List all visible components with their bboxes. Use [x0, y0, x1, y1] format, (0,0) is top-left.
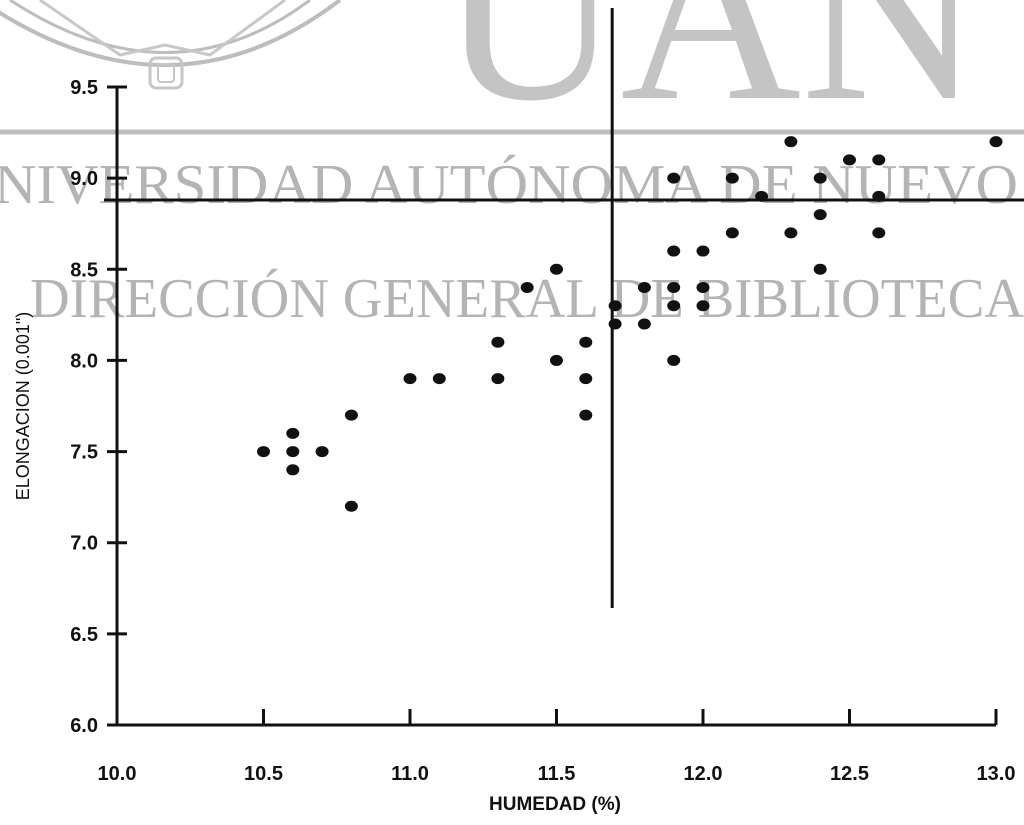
data-point [725, 227, 739, 239]
data-point [667, 354, 681, 366]
x-tick-label: 10.5 [244, 763, 283, 785]
y-axis-title: ELONGACION (0.001") [13, 312, 33, 500]
data-point [432, 373, 446, 385]
x-tick-label: 13.0 [977, 763, 1016, 785]
data-point [344, 409, 358, 421]
data-point [784, 136, 798, 148]
watermark: UAN NIVERSIDAD AUTÓNOMA DE NUEVO DIRECCI… [0, 0, 1024, 330]
data-point [696, 282, 710, 294]
data-point [755, 190, 769, 202]
data-point [696, 245, 710, 257]
data-point [579, 373, 593, 385]
data-point [637, 318, 651, 330]
data-point [608, 300, 622, 312]
x-tick-label: 11.5 [538, 763, 576, 785]
data-point [843, 154, 856, 166]
y-tick-label: 7.0 [70, 533, 98, 555]
x-axis-title: HUMEDAD (%) [489, 794, 621, 815]
axes: 6.0 6.5 7.0 7.5 8.0 8.5 9.0 9.5 10.0 10.5 11.0 11.… [70, 77, 1015, 785]
x-tick-label: 10.0 [98, 763, 137, 785]
data-point [813, 172, 827, 184]
data-point [286, 446, 300, 458]
data-point [286, 464, 300, 476]
data-point [813, 263, 827, 275]
data-point [696, 300, 710, 312]
data-point [813, 209, 827, 221]
data-point [872, 154, 886, 166]
watermark-library-text: DIRECCIÓN GENERAL DE BIBLIOTECA [30, 267, 1024, 330]
data-point [608, 318, 622, 330]
data-point [784, 227, 798, 239]
data-point [286, 427, 300, 439]
data-point [257, 446, 270, 458]
data-point [315, 446, 329, 458]
y-tick-label: 8.0 [70, 350, 98, 372]
data-point [667, 245, 681, 257]
data-point [579, 409, 593, 421]
y-tick-label: 9.0 [70, 168, 98, 190]
data-points [257, 136, 1003, 512]
watermark-logo-text: UAN [440, 0, 982, 153]
seal-emblem [0, 0, 342, 90]
data-point [667, 282, 681, 294]
data-point [491, 373, 505, 385]
y-tick-label: 6.5 [70, 624, 98, 646]
data-point [579, 336, 593, 348]
data-point [344, 500, 358, 512]
data-point [491, 336, 505, 348]
data-point [725, 172, 739, 184]
y-tick-label: 9.5 [70, 77, 98, 99]
y-tick-label: 7.5 [70, 442, 98, 464]
data-point [667, 300, 681, 312]
data-point [989, 136, 1003, 148]
data-point [872, 190, 886, 202]
x-tick-label: 12.5 [830, 763, 869, 785]
data-point [667, 172, 681, 184]
data-point [520, 282, 534, 294]
y-tick-label: 8.5 [70, 259, 98, 281]
data-point [550, 354, 563, 366]
data-point [872, 227, 886, 239]
data-point [637, 282, 651, 294]
x-tick-label: 12.0 [684, 763, 723, 785]
watermark-university-text: NIVERSIDAD AUTÓNOMA DE NUEVO [0, 153, 1018, 216]
data-point [550, 263, 563, 275]
y-tick-label: 6.0 [70, 715, 98, 737]
x-tick-label: 11.0 [391, 763, 429, 785]
data-point [403, 373, 417, 385]
